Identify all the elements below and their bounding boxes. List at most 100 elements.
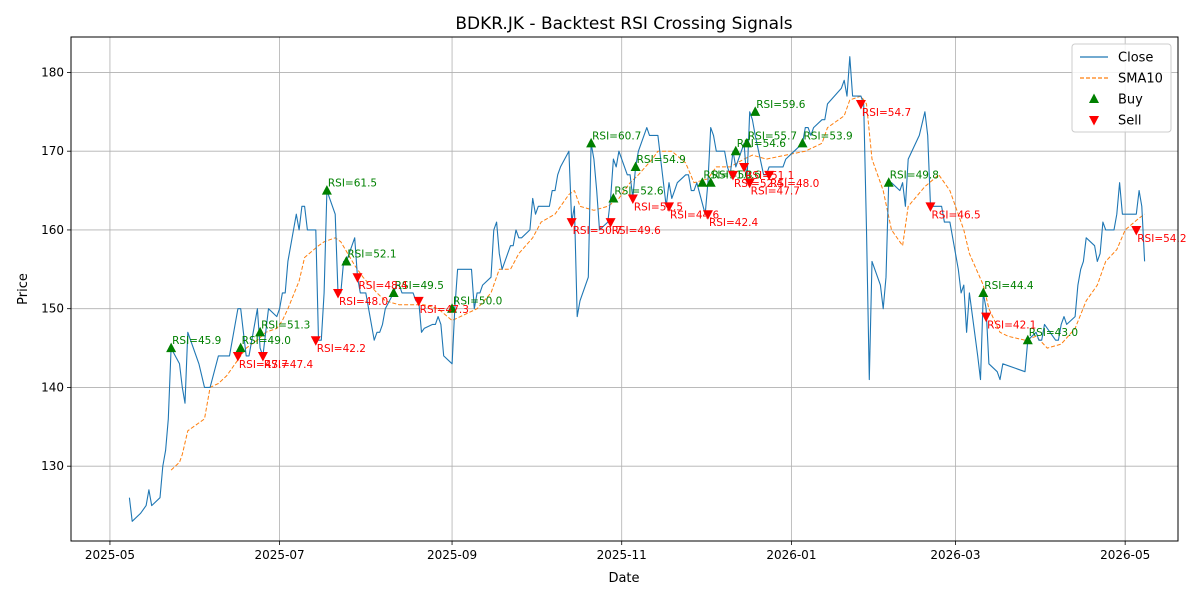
x-tick-label: 2026-01 (766, 548, 816, 562)
buy-marker (741, 137, 752, 148)
buy-label: RSI=52.6 (614, 185, 664, 197)
buy-label: RSI=50.0 (453, 296, 502, 308)
legend-label: Close (1118, 51, 1153, 66)
buy-marker (321, 185, 332, 195)
sell-label: RSI=50.7 (573, 225, 622, 237)
legend-label: SMA10 (1118, 72, 1163, 87)
sell-label: RSI=54.7 (862, 107, 911, 119)
buy-marker (388, 287, 399, 297)
legend: Close SMA10 Buy Sell (1071, 43, 1172, 133)
legend-box (1071, 43, 1172, 133)
sma10-line (170, 95, 1145, 471)
legend-buy-swatch (1089, 93, 1099, 103)
buy-marker (166, 342, 177, 353)
buy-label: RSI=61.5 (328, 178, 377, 190)
x-tick-label: 2026-05 (1100, 548, 1150, 562)
buy-label: RSI=53.9 (804, 130, 853, 142)
x-tick-label: 2025-11 (597, 548, 647, 562)
x-tick-label: 2025-05 (85, 548, 135, 562)
buy-label: RSI=60.7 (592, 130, 641, 142)
sell-label: RSI=47.7 (239, 359, 288, 371)
sell-marker (310, 336, 321, 346)
sell-marker (333, 288, 344, 299)
sma-layer (170, 95, 1145, 471)
sell-marker (925, 202, 936, 212)
legend-label: Sell (1118, 114, 1141, 129)
sell-label: RSI=49.6 (612, 225, 662, 237)
close-layer (128, 56, 1146, 522)
buy-marker (705, 177, 716, 187)
buy-label: RSI=51.3 (703, 170, 752, 182)
buy-label: RSI=49.8 (890, 170, 939, 182)
buy-label: RSI=51.3 (261, 319, 310, 331)
buy-label: RSI=49.5 (395, 280, 444, 292)
buy-marker (730, 145, 741, 156)
sell-marker (627, 194, 638, 204)
y-tick-label: 140 (41, 380, 64, 394)
buy-marker (255, 326, 266, 337)
buy-marker (608, 192, 619, 203)
sell-marker (727, 170, 738, 181)
sell-marker (232, 351, 243, 362)
sell-marker (855, 99, 866, 110)
sell-marker (352, 273, 363, 283)
sell-marker (257, 351, 268, 362)
legend-label: Buy (1118, 93, 1143, 108)
buy-marker (586, 137, 597, 148)
sell-marker (664, 202, 675, 212)
buy-marker (630, 161, 641, 171)
grid-layer (71, 37, 1178, 541)
sell-marker (702, 210, 713, 220)
sell-marker (744, 178, 755, 189)
buy-marker (1022, 334, 1033, 345)
sell-label: RSI=46.5 (931, 209, 980, 221)
sell-label: RSI=47.7 (751, 186, 800, 198)
buy-label: RSI=44.4 (984, 280, 1034, 292)
x-axis-label: Date (608, 571, 639, 586)
sell-marker (764, 170, 775, 181)
sell-label: RSI=47.3 (420, 304, 469, 316)
buy-marker (447, 303, 458, 313)
x-tick-label: 2026-03 (930, 548, 980, 562)
buy-label: RSI=55.7 (748, 130, 797, 142)
buy-marker (978, 287, 989, 297)
buy-label: RSI=59.6 (756, 99, 806, 111)
sell-marker (1131, 225, 1142, 236)
y-tick-label: 160 (41, 223, 64, 237)
buy-label: RSI=43.0 (1029, 327, 1078, 339)
y-tick-label: 150 (41, 302, 64, 316)
legend-sell-swatch (1089, 116, 1099, 126)
buy-label: RSI=45.9 (172, 335, 221, 347)
buy-label: RSI=54.9 (637, 154, 686, 166)
buy-marker (883, 177, 894, 187)
buy-marker (750, 106, 761, 116)
sell-label: RSI=48.0 (339, 296, 388, 308)
chart-title: BDKR.JK - Backtest RSI Crossing Signals (455, 14, 792, 34)
buy-label: RSI=52.1 (347, 248, 396, 260)
sell-label: RSI=54.2 (1137, 233, 1186, 245)
sell-label: RSI=47.4 (264, 359, 314, 371)
buy-marker (341, 255, 352, 266)
sell-marker (566, 218, 577, 228)
axis-layer: 2025-05 2025-07 2025-09 2025-11 2026-01 2026-… (41, 65, 1150, 562)
signal-layer: RSI=45.9 RSI=49.0 RSI=51.3 RSI=61.5 RSI=52.1… (166, 99, 1187, 371)
x-tick-label: 2025-09 (427, 548, 477, 562)
sell-marker (413, 296, 424, 307)
y-tick-label: 130 (41, 459, 64, 473)
sell-marker (981, 312, 992, 323)
y-tick-label: 180 (41, 65, 64, 79)
sell-label: RSI=42.2 (317, 343, 366, 355)
sell-marker (739, 162, 750, 173)
sell-label: RSI=48.4 (358, 280, 408, 292)
y-tick-label: 170 (41, 144, 64, 158)
x-tick-label: 2025-07 (255, 548, 305, 562)
plot-frame (70, 36, 1179, 542)
sell-label: RSI=42.1 (987, 320, 1036, 332)
close-line (128, 56, 1146, 522)
buy-marker (697, 177, 708, 187)
sell-label: RSI=42.4 (709, 217, 759, 229)
buy-marker (235, 342, 246, 353)
